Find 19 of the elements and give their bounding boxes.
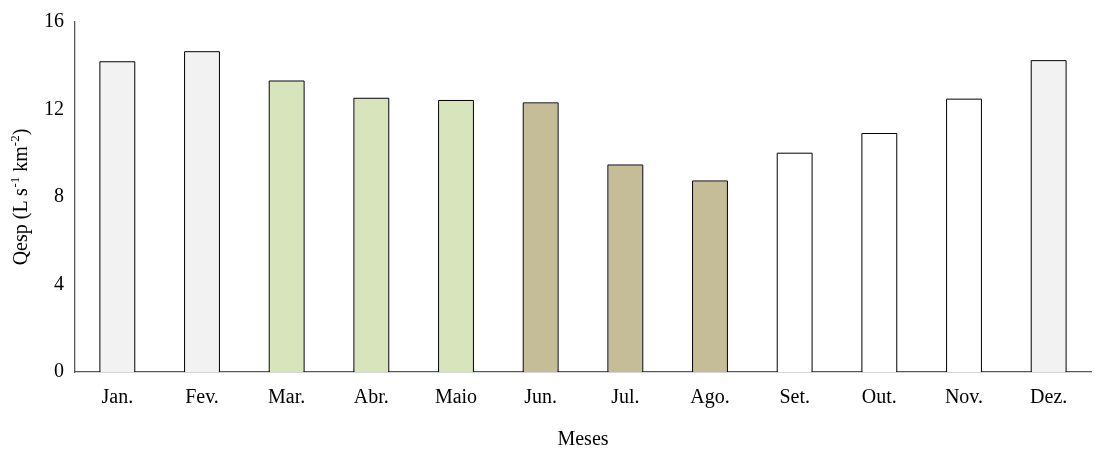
y-tick-label: 4 xyxy=(54,271,64,294)
x-tick-label: Nov. xyxy=(944,385,984,408)
x-tick-label: Fev. xyxy=(185,385,219,408)
x-tick-label: Out. xyxy=(861,385,897,408)
x-tick-label: Ago. xyxy=(690,385,730,409)
y-tick-label: 8 xyxy=(54,184,64,207)
x-tick-label: Set. xyxy=(779,385,810,408)
x-tick-label: Dez. xyxy=(1030,385,1068,408)
x-tick-label: Jun. xyxy=(524,385,558,408)
y-tick-label: 16 xyxy=(44,9,64,32)
x-tick-label: Abr. xyxy=(353,385,389,408)
x-axis-title: Meses xyxy=(557,427,609,450)
y-axis-title: Qesp (L s-1 km-2) xyxy=(7,128,33,266)
x-tick-label: Jan. xyxy=(101,385,134,408)
x-tick-label: Mar. xyxy=(268,385,306,408)
x-tick-label: Jul. xyxy=(611,385,640,408)
y-tick-label: 0 xyxy=(54,359,64,382)
y-tick-label: 12 xyxy=(44,96,64,119)
x-tick-label: Maio xyxy=(434,385,478,408)
